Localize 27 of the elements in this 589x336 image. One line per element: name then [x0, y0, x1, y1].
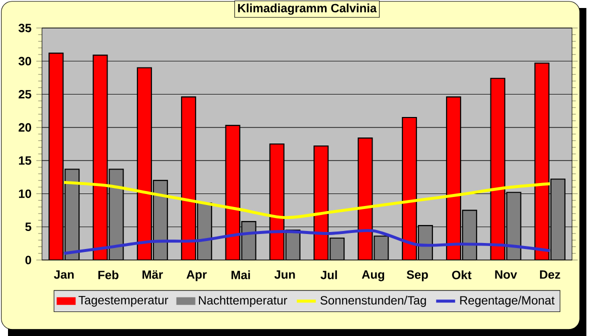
line-series — [62, 229, 552, 255]
x-tick-label: Jan — [54, 270, 74, 279]
y-tick-label: 5 — [25, 222, 32, 232]
y-tick-label: 0 — [25, 256, 32, 264]
legend-label: Nachttemperatur — [198, 296, 288, 307]
x-tick-label: Aug — [362, 270, 384, 282]
legend-label: Regentage/Monat — [460, 296, 555, 307]
x-tick-label: Mai — [232, 270, 250, 280]
y-tick-label: 25 — [18, 90, 32, 99]
x-tick-label: Mär — [142, 270, 163, 279]
x-tick-label: Apr — [186, 270, 207, 282]
x-tick-label: Sep — [406, 270, 428, 282]
y-tick-label: 35 — [18, 24, 32, 32]
line-series — [62, 180, 552, 220]
x-tick-label: Jul — [320, 270, 337, 280]
y-tick-label: 20 — [18, 123, 32, 132]
x-tick-label: Dez — [540, 270, 560, 279]
y-tick-label: 30 — [18, 56, 32, 66]
x-tick-label: Nov — [495, 270, 518, 279]
legend-label: Tagestemperatur — [78, 296, 168, 307]
y-tick-label: 10 — [19, 189, 32, 198]
x-tick-label: Jun — [274, 270, 295, 279]
x-tick-label: Feb — [98, 270, 118, 280]
x-tick-label: Okt — [452, 270, 472, 280]
legend-label: Sonnenstunden/Tag — [320, 296, 426, 307]
y-tick-label: 15 — [19, 156, 32, 165]
chart-title: Klimadiagramm Calvinia — [238, 4, 377, 15]
